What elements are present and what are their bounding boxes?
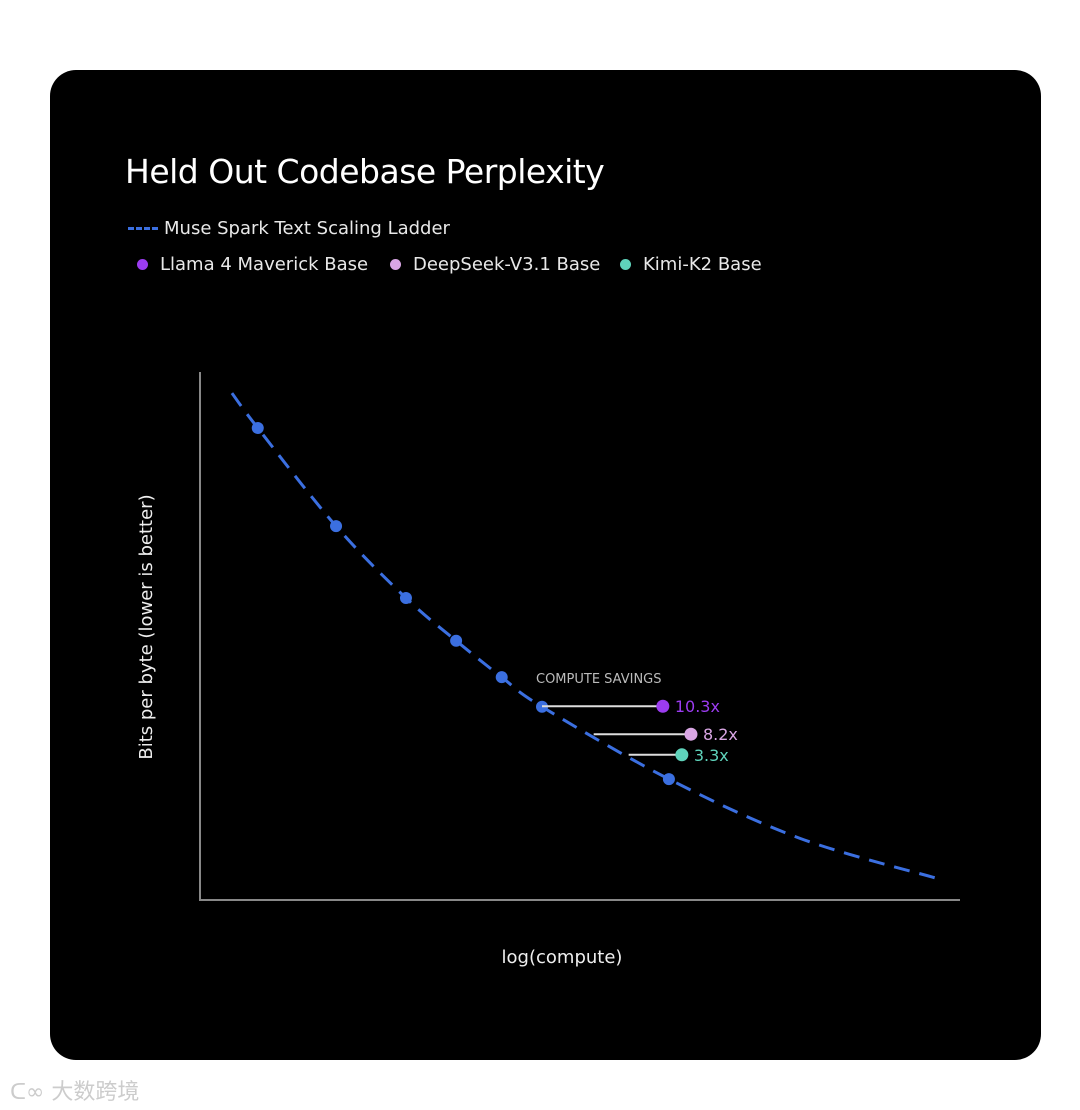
x-axis-label: log(compute) (502, 947, 623, 968)
watermark-text: 大数跨境 (51, 1080, 140, 1105)
ladder-point (495, 671, 508, 684)
legend-label: DeepSeek-V3.1 Base (413, 254, 601, 275)
legend-label: Muse Spark Text Scaling Ladder (164, 218, 450, 239)
chart-title: Held Out Codebase Perplexity (125, 152, 605, 191)
chart-card (50, 70, 1041, 1060)
legend-ladder: Muse Spark Text Scaling Ladder (128, 218, 450, 239)
savings-label: 10.3x (675, 697, 720, 716)
ladder-point (251, 421, 264, 434)
savings-label: 3.3x (694, 746, 729, 765)
ladder-point (450, 634, 463, 647)
ladder-point (662, 773, 675, 786)
savings-label: 8.2x (703, 725, 738, 744)
legend-label: Llama 4 Maverick Base (160, 254, 369, 275)
watermark: ᑕ∞ 大数跨境 (10, 1080, 140, 1105)
ladder-curve (230, 392, 936, 880)
legend-llama: Llama 4 Maverick Base (137, 254, 368, 275)
dashed-line-icon (128, 227, 158, 230)
dot-icon (620, 259, 631, 270)
model-point (656, 699, 670, 713)
legend-label: Kimi-K2 Base (643, 254, 762, 275)
dot-icon (137, 259, 148, 270)
ladder-point (330, 520, 343, 533)
model-point (684, 727, 698, 741)
y-axis-label: Bits per byte (lower is better) (136, 494, 157, 759)
legend-kimi: Kimi-K2 Base (620, 254, 762, 275)
annotation-compute-savings: COMPUTE SAVINGS (536, 672, 662, 687)
ladder-point (399, 591, 412, 604)
legend-deepseek: DeepSeek-V3.1 Base (390, 254, 600, 275)
model-point (675, 748, 689, 762)
dot-icon (390, 259, 401, 270)
